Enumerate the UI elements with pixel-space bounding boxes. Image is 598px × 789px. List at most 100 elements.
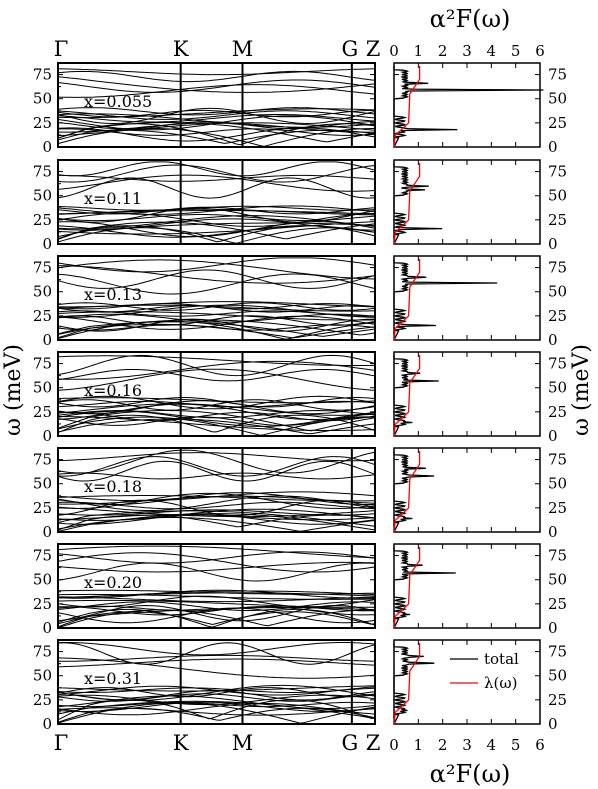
y-tick-label: 0 [42,619,52,637]
eliashberg-panel-2: 0 25 50 75 [392,255,567,349]
lambda-curve [393,258,421,341]
right-y-tick-label: 0 [548,619,558,637]
x-tick-label-bottom-0: 0 [389,736,399,754]
eliashberg-panel-1: 0 25 50 75 [392,159,567,253]
a2f-total-curve [392,642,435,725]
phonon-band [57,561,376,573]
phonon-band [57,354,376,377]
right-y-tick-label: 25 [548,211,567,229]
composition-label: x=0.20 [84,573,142,592]
phonon-band [57,642,376,656]
phonon-band [57,68,375,76]
phonon-band [57,369,376,382]
phonon-band [57,657,376,679]
phonon-band [57,269,376,289]
right-y-tick-label: 0 [548,523,558,541]
right-y-tick-label: 25 [548,691,567,709]
right-y-tick-label: 50 [548,187,567,205]
phonon-band [57,492,376,505]
phonon-band [57,545,376,559]
phonon-band [57,107,376,125]
right-y-tick-label: 75 [548,451,567,469]
phonon-band [57,208,376,216]
composition-label: x=0.18 [84,477,142,496]
y-tick-label: 75 [33,451,52,469]
phonon-band [57,399,376,411]
composition-label: x=0.11 [84,189,142,208]
symmetry-label-bottom-2: M [232,731,254,755]
x-tick-label-bottom-6: 6 [535,736,545,754]
right-y-tick-label: 75 [548,259,567,277]
phonon-band [57,319,376,339]
phonon-band [57,684,376,701]
phonon-band [57,110,376,120]
dispersion-frame [57,639,376,725]
dispersion-panel-5: 0 25 50 75 x=0.20 [33,543,376,637]
phonon-band [57,449,376,474]
right-y-tick-label: 75 [548,643,567,661]
x-tick-label-top-6: 6 [535,42,545,60]
phonon-band [57,695,376,709]
phonon-band [57,687,376,693]
symmetry-label-bottom-1: K [173,731,189,755]
eliashberg-panel-4: 0 25 50 75 [392,447,567,541]
eliashberg-frame [393,447,541,533]
eliashberg-panel-0: 0 25 50 75 [392,62,567,156]
y-tick-label: 25 [33,499,52,517]
phonon-band [57,315,376,326]
y-tick-label: 0 [42,235,52,253]
x-tick-label-top-1: 1 [414,42,424,60]
phonon-band [57,76,376,93]
right-y-tick-label: 0 [548,715,558,733]
y-tick-label: 75 [33,547,52,565]
right-y-tick-label: 0 [548,427,558,445]
phonon-band [57,694,376,706]
phonon-band [57,313,376,323]
x-tick-label-top-2: 2 [438,42,448,60]
phonon-band [57,221,376,235]
phonon-band [57,273,376,295]
phonon-band [57,460,376,482]
eliashberg-frame [393,159,541,245]
y-tick-label: 0 [42,331,52,349]
phonon-band [57,415,376,431]
phonon-band [58,301,376,308]
x-tick-label-top-4: 4 [487,42,497,60]
phonon-band [57,161,376,177]
phonon-band [57,205,376,211]
right-y-tick-label: 50 [548,90,567,108]
x-tick-label-bottom-1: 1 [414,736,424,754]
phonon-band [57,84,376,98]
phonon-band [57,642,376,665]
lambda-curve [393,546,421,629]
symmetry-label-top-3: G [341,37,358,61]
phonon-band [57,491,376,502]
phonon-band [57,606,376,616]
legend: total λ(ω) [450,650,519,692]
phonon-band [57,355,376,366]
y-tick-label: 50 [33,187,52,205]
phonon-band [58,174,376,182]
phonon-band [57,410,376,432]
right-y-tick-label: 75 [548,355,567,373]
figure-labels: α²F(ω) α²F(ω) ω (meV) ω (meV) [1,5,594,788]
legend-lambda-label: λ(ω) [484,674,517,692]
top-title: α²F(ω) [430,5,511,33]
lambda-curve [393,65,421,148]
right-y-tick-label: 50 [548,475,567,493]
dispersion-panel-4: 0 25 50 75 x=0.18 [33,447,376,541]
phonon-band [57,218,375,231]
phonon-band [57,418,376,435]
right-y-tick-label: 50 [548,379,567,397]
phonon-band [57,687,376,698]
phonon-band [57,562,376,582]
a2f-total-curve [392,450,435,533]
y-tick-label: 75 [33,163,52,181]
y-tick-label: 0 [42,427,52,445]
phonon-band [57,304,375,318]
symmetry-label-top-4: Z [366,37,381,61]
x-tick-label-bottom-2: 2 [438,736,448,754]
y-tick-label: 25 [33,691,52,709]
right-y-tick-label: 25 [548,403,567,421]
